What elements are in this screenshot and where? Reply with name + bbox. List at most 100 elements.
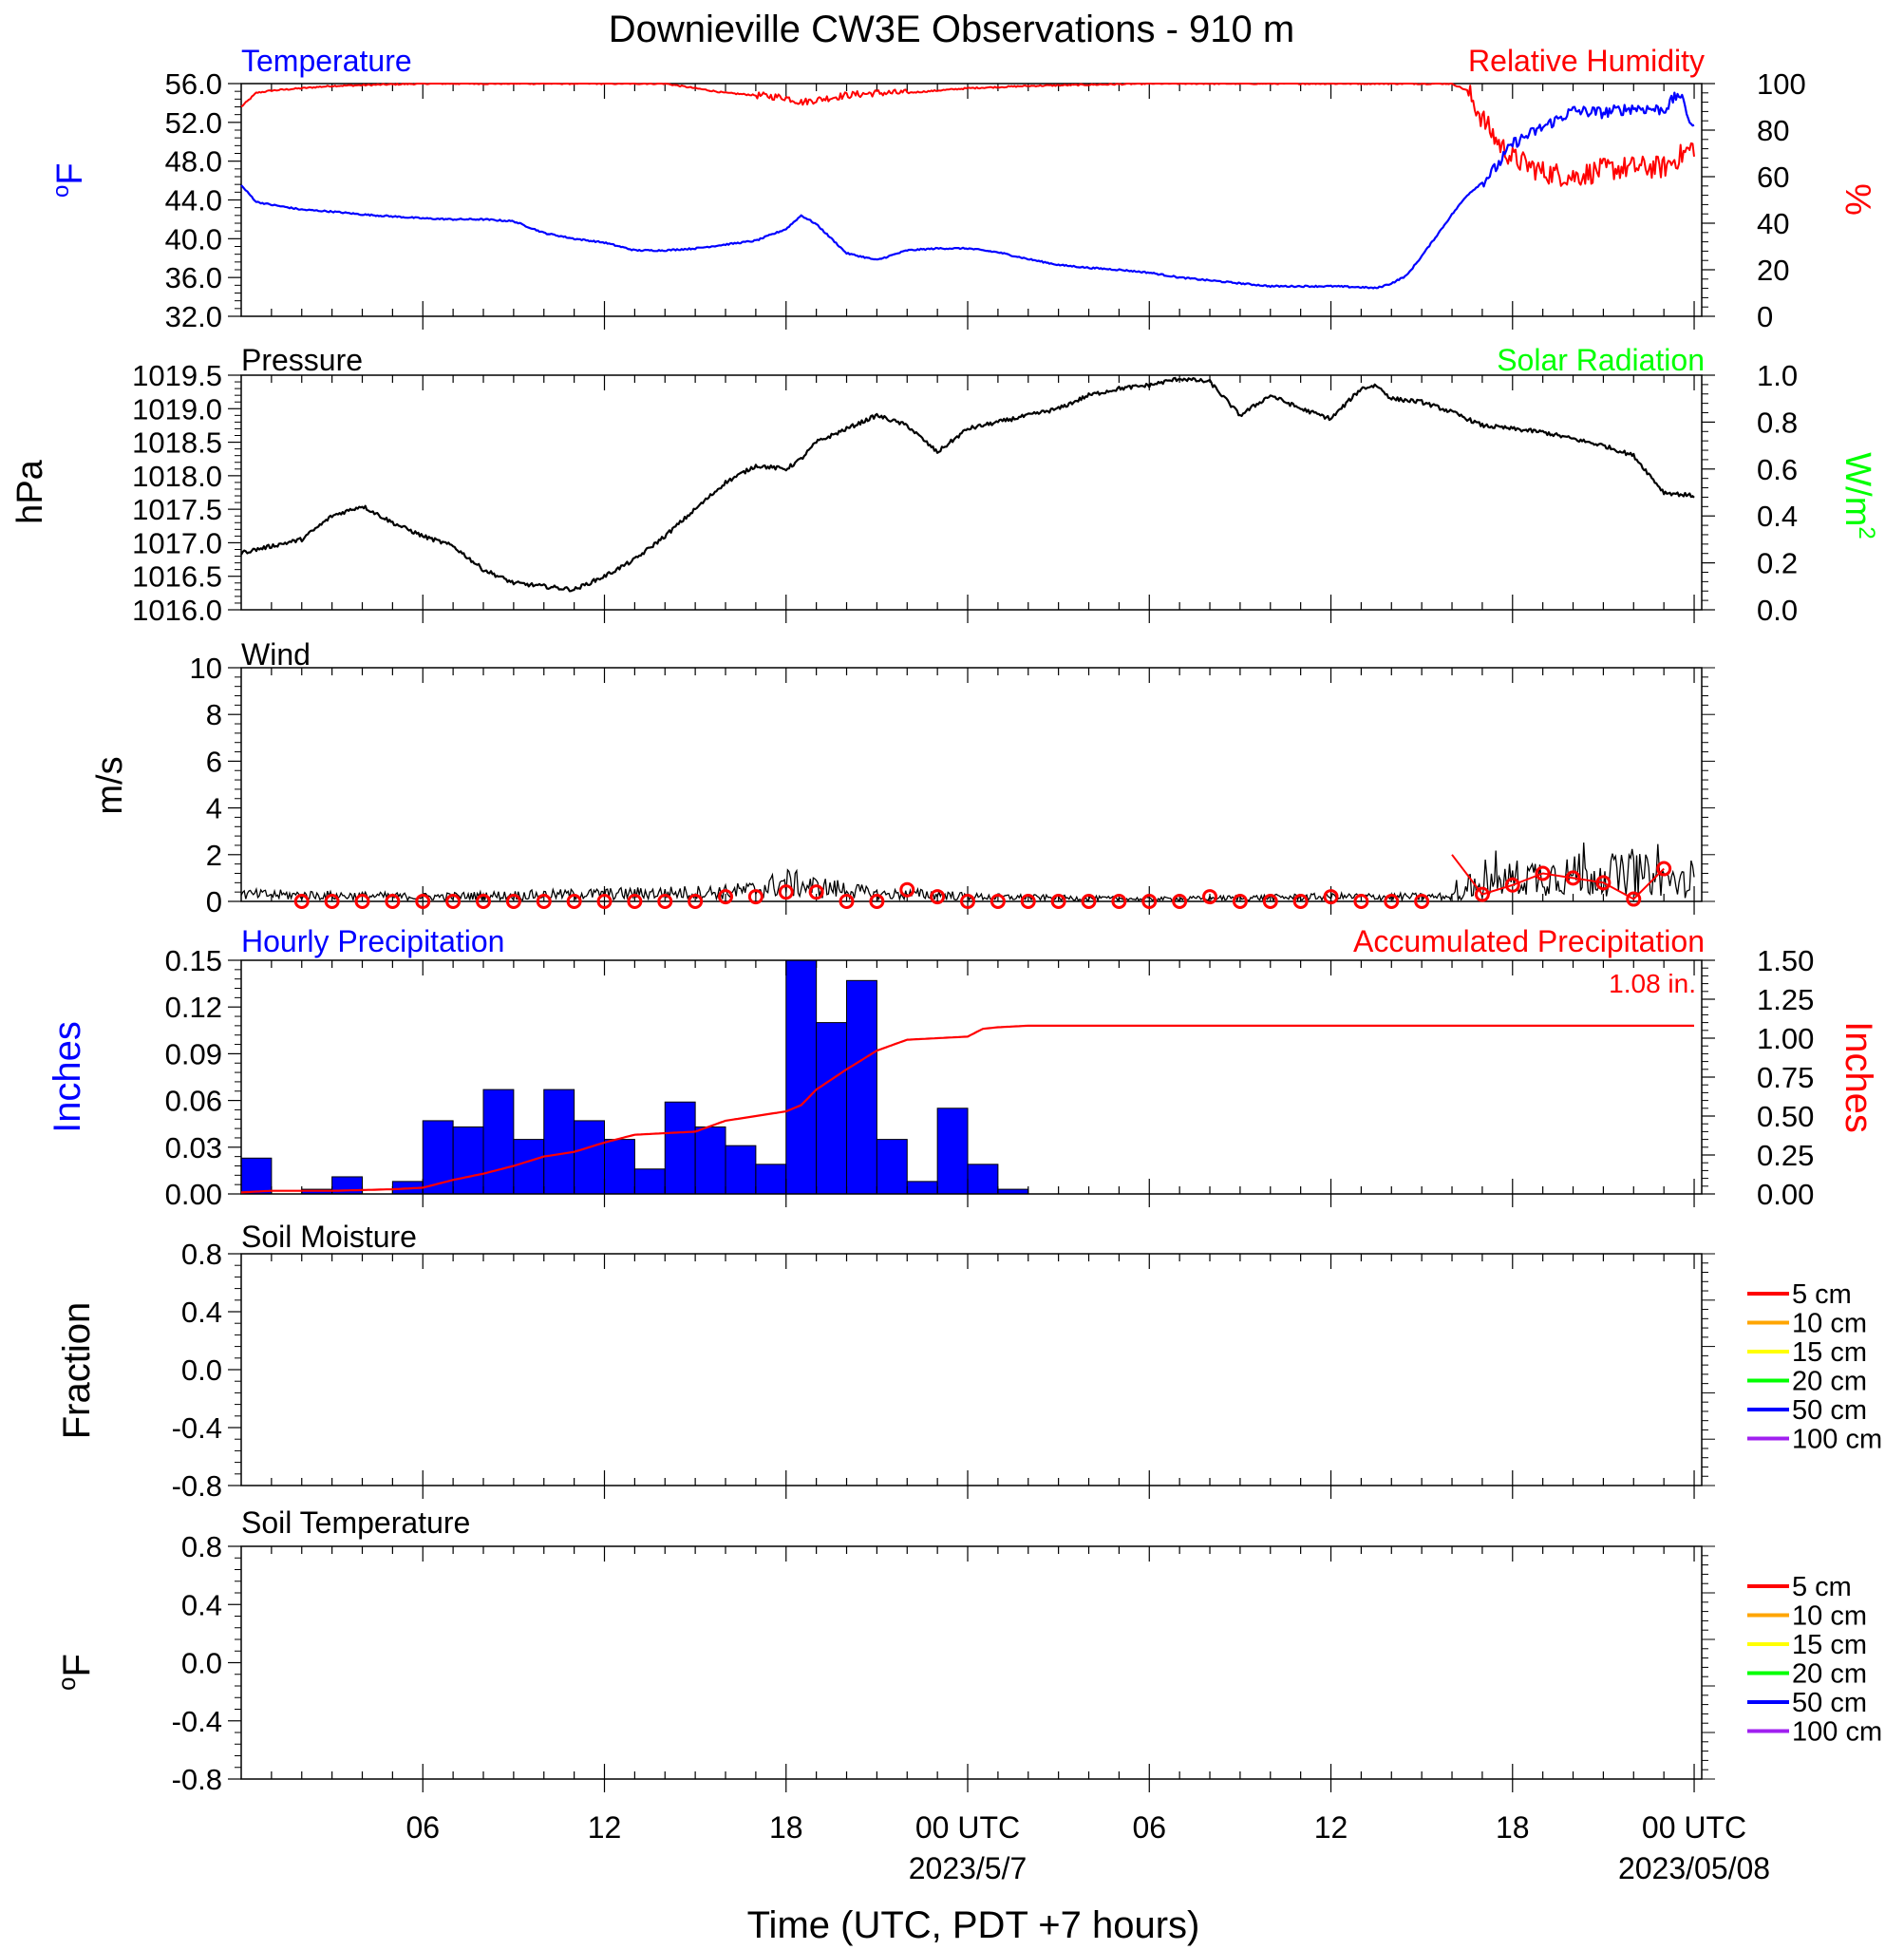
hourly-wind-marker [505, 894, 521, 909]
hourly-wind-marker [839, 894, 855, 909]
hourly-precip-bars [240, 959, 1029, 1195]
hourly-precip-bar [755, 1164, 787, 1195]
hourly-wind-marker [778, 884, 794, 900]
y-tick-label: -0.4 [172, 1411, 222, 1445]
y-tick-label: 1016.5 [132, 560, 222, 594]
y-tick-label: 0.15 [165, 944, 222, 977]
hourly-wind-marker [1474, 886, 1490, 902]
y-tick-label: 32.0 [165, 300, 222, 333]
hourly-wind-marker [1323, 889, 1339, 905]
pressure-panel: Pressure Solar Radiation hPa W/m2 1019.5… [10, 343, 1879, 627]
solar-title: Solar Radiation [1497, 343, 1705, 377]
y-right-tick-label: 1.0 [1757, 359, 1798, 392]
temperature-panel: Temperature Relative Humidity oF % 56.05… [48, 44, 1877, 333]
hourly-wind-marker [747, 889, 763, 905]
hourly-wind-marker [1020, 894, 1036, 909]
hourly-wind-marker [869, 894, 885, 909]
accum-precip-data [240, 1024, 1694, 1194]
legend-label: 50 cm [1792, 1688, 1867, 1718]
time-tick-label: 12 [588, 1810, 622, 1845]
y-right-tick-label: 1.25 [1757, 983, 1814, 1016]
soil-moisture-title: Soil Moisture [241, 1220, 417, 1254]
hourly-wind-marker [1595, 875, 1612, 891]
y-tick-label: 48.0 [165, 145, 222, 179]
y-tick-label: 0 [206, 885, 222, 918]
humidity-unit: % [1838, 183, 1877, 216]
hourly-precip-unit: Inches [47, 1021, 88, 1133]
y-tick-label: 36.0 [165, 261, 222, 294]
wind-unit: m/s [90, 756, 130, 814]
plot-border [240, 1253, 1703, 1486]
wind-frame [240, 667, 1715, 915]
humidity-title: Relative Humidity [1468, 44, 1705, 78]
y-tick-label: -0.4 [172, 1705, 222, 1738]
time-axis-tick-labels: 06 12 18 00 UTC 2023/5/7 06 12 18 00 UTC 2023/05/… [405, 1810, 1770, 1885]
y-right-tick-label: 0.8 [1757, 406, 1798, 439]
figure-title: Downieville CW3E Observations - 910 m [609, 9, 1294, 50]
hourly-wind-marker [930, 889, 946, 905]
hourly-wind-marker [445, 894, 462, 909]
time-date-label: 2023/5/7 [909, 1851, 1027, 1885]
hourly-wind-marker [1292, 894, 1309, 909]
y-tick-label: 1018.5 [132, 426, 222, 460]
y-tick-label: 6 [206, 745, 222, 778]
y-right-tick-label: 0 [1757, 300, 1773, 333]
temperature-frame [240, 83, 1703, 330]
y-right-tick-label: 1.50 [1757, 944, 1814, 977]
y-right-tick-label: 80 [1757, 114, 1789, 147]
time-tick-label: 06 [405, 1810, 440, 1845]
hourly-wind-marker [1626, 891, 1642, 907]
hourly-wind-marker [808, 884, 824, 900]
wind-panel: Wind m/s 10 8 6 4 2 0 [90, 637, 1715, 918]
hourly-wind-marker [566, 894, 582, 909]
pressure-title: Pressure [241, 343, 363, 377]
temperature-title: Temperature [241, 44, 412, 78]
temperature-unit: oF [48, 162, 90, 198]
y-tick-label: 1017.0 [132, 526, 222, 559]
pressure-data [240, 376, 1695, 593]
hourly-wind-marker [1111, 894, 1127, 909]
accum-total-label: 1.08 in. [1609, 969, 1696, 998]
time-axis-label: Time (UTC, PDT +7 hours) [747, 1904, 1200, 1946]
y-tick-label: 0.00 [165, 1178, 222, 1211]
hourly-wind-marker [718, 889, 734, 905]
soil-temperature-panel: Soil Temperature oF 0.8 0.4 0.0 -0.4 -0.8 5 … [52, 1505, 1882, 1796]
hourly-precip-tick-labels: 0.15 0.12 0.09 0.06 0.03 0.00 [165, 944, 241, 1211]
plot-border [240, 667, 1703, 902]
soil-moisture-panel: Soil Moisture Fraction 0.8 0.4 0.0 -0.4 -0.8… [56, 1220, 1882, 1503]
hourly-wind-marker [1504, 877, 1520, 893]
solar-tick-labels: 1.0 0.8 0.6 0.4 0.2 0.0 [1702, 359, 1798, 627]
y-right-tick-label: 0.25 [1757, 1139, 1814, 1172]
soil-temperature-frame [240, 1545, 1715, 1792]
hourly-precip-bar [725, 1145, 757, 1195]
accum-precip-tick-labels: 1.50 1.25 1.00 0.75 0.50 0.25 0.00 [1702, 944, 1814, 1211]
hourly-wind-marker [385, 894, 401, 909]
y-right-tick-label: 0.0 [1757, 594, 1798, 627]
hourly-wind-marker [899, 881, 915, 898]
plot-border [240, 83, 1703, 317]
hourly-precip-bar [604, 1139, 635, 1195]
precipitation-frame [240, 959, 1703, 1207]
hourly-precip-bar [574, 1120, 606, 1195]
hourly-wind-marker [596, 894, 613, 909]
y-tick-label: 52.0 [165, 106, 222, 140]
y-tick-label: 0.06 [165, 1085, 222, 1118]
y-right-tick-label: 0.75 [1757, 1061, 1814, 1094]
soil-temperature-title: Soil Temperature [241, 1505, 470, 1540]
y-tick-label: 0.4 [181, 1296, 222, 1329]
legend-label: 10 cm [1792, 1309, 1867, 1339]
time-tick-label: 00 UTC [915, 1810, 1020, 1845]
temperature-data [240, 83, 1695, 290]
hourly-wind-marker [657, 894, 673, 909]
y-tick-label: 0.0 [181, 1647, 222, 1680]
plot-border [240, 959, 1703, 1195]
hourly-precip-bar [694, 1126, 726, 1195]
hourly-wind-marker [627, 894, 643, 909]
hourly-wind-marker [1172, 894, 1188, 909]
y-right-tick-label: 100 [1757, 67, 1806, 101]
pressure-unit: hPa [10, 459, 50, 523]
hourly-precip-bar [846, 979, 877, 1195]
legend-label: 20 cm [1792, 1367, 1867, 1397]
